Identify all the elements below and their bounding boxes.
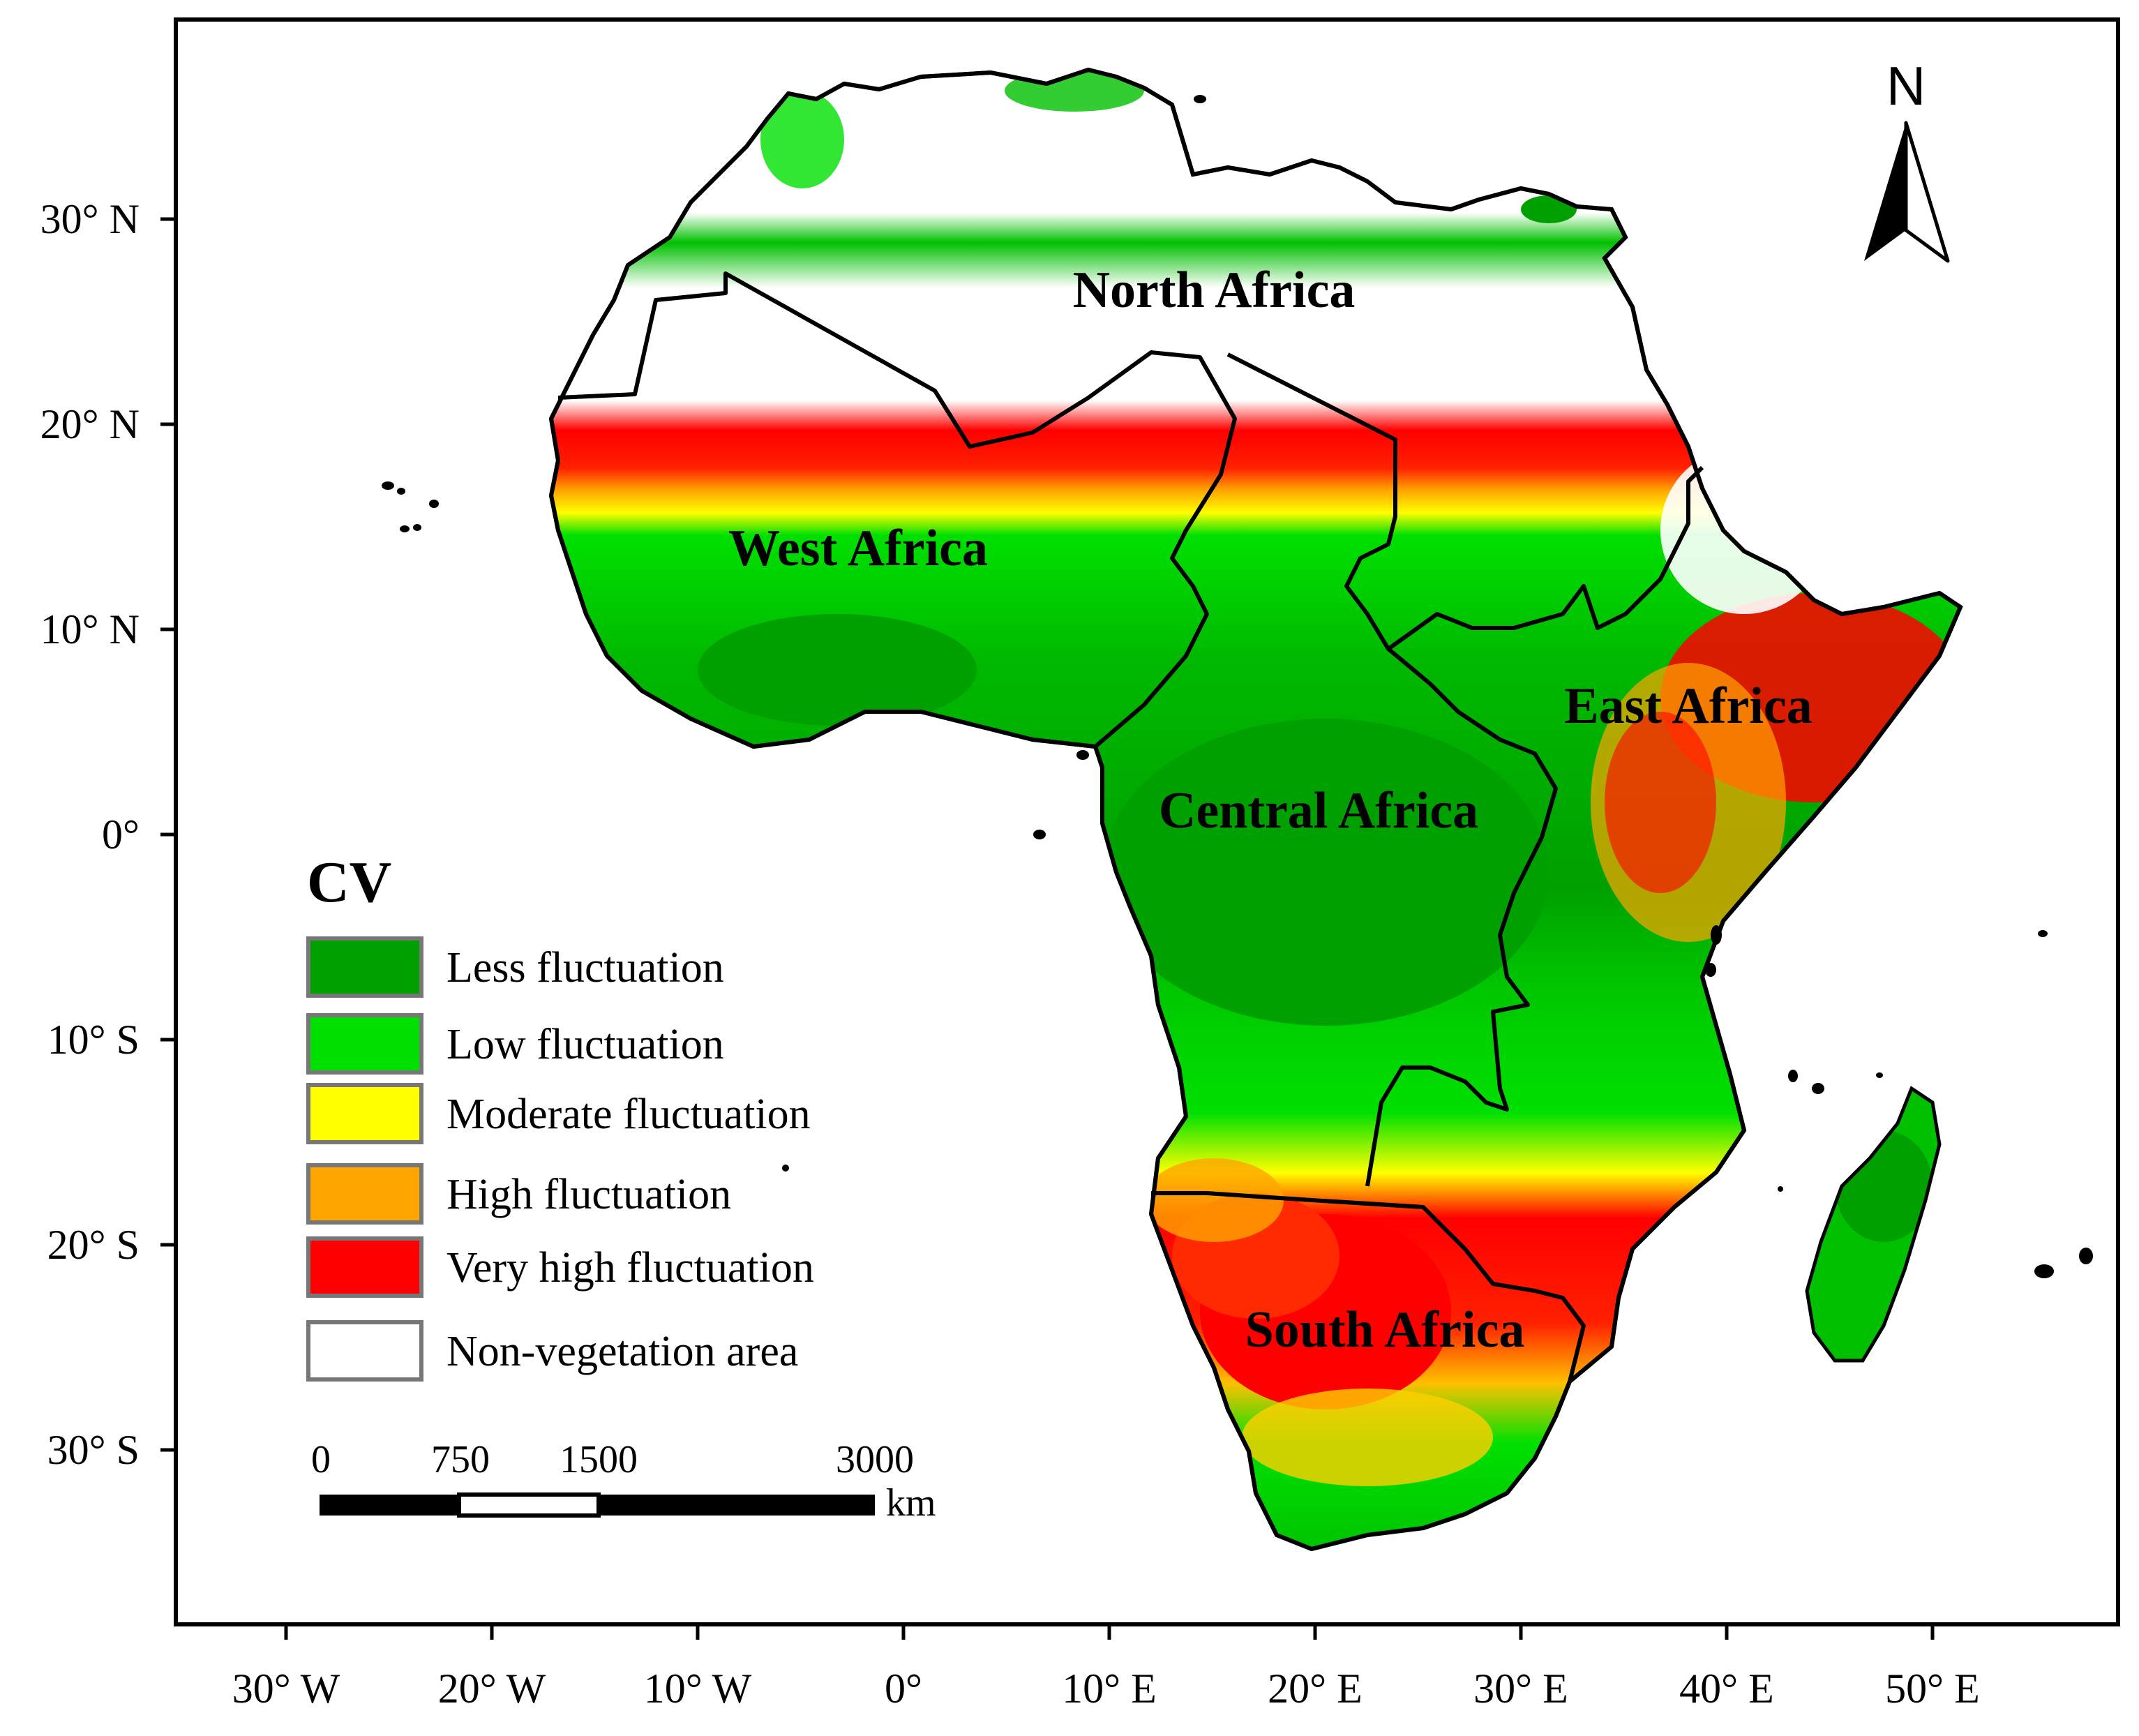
legend-label: Low fluctuation [446,1021,724,1068]
scale-label-3000: 3000 [836,1438,914,1481]
x-tick-label: 30° W [232,1666,340,1712]
africa-coastline [549,68,1962,1551]
islands [382,95,2093,1278]
y-tick-label: 10° N [40,606,140,652]
x-tick-label: 50° E [1885,1666,1980,1712]
north-arrow-icon: N [1864,55,1950,263]
scale-segment-2 [457,1492,601,1518]
legend-swatch [306,1083,423,1144]
legend-title: CV [307,850,391,915]
region-label-west-africa: West Africa [728,520,988,577]
scale-label-750: 750 [431,1438,490,1481]
x-tick-label: 10° W [644,1666,752,1712]
x-tick-label: 20° E [1268,1666,1363,1712]
x-axis: 30° W 20° W 10° W 0° 10° E 20° E 30° E 40° E 50°… [232,1624,1980,1712]
scale-unit: km [886,1481,936,1525]
legend-swatch [306,1320,423,1382]
legend-label: Moderate fluctuation [446,1091,811,1138]
x-tick-label: 20° W [438,1666,546,1712]
x-tick-label: 10° E [1062,1666,1157,1712]
region-label-central-africa: Central Africa [1159,782,1478,839]
y-tick-label: 10° S [47,1017,140,1063]
region-label-north-africa: North Africa [1073,262,1356,319]
y-tick-label: 30° S [47,1427,140,1473]
legend-swatch [306,1163,423,1225]
x-tick-label: 0° [885,1666,922,1712]
y-tick-label: 30° N [40,196,140,242]
legend-label: High fluctuation [446,1171,731,1218]
y-tick-label: 0° [102,811,140,858]
legend-label: Less fluctuation [446,944,724,992]
border-south [1151,1191,1586,1382]
legend-swatch [306,1013,423,1075]
scale-segment-1 [320,1495,459,1516]
region-labels: North Africa West Africa Central Africa … [728,262,1812,1359]
x-tick-label: 40° E [1679,1666,1774,1712]
border-north-west [557,271,1237,749]
legend-swatch [306,936,423,998]
legend-label: Non-vegetation area [446,1328,798,1375]
north-label: N [1886,55,1926,117]
region-label-south-africa: South Africa [1245,1301,1525,1359]
scale-label-1500: 1500 [560,1438,638,1481]
y-tick-label: 20° N [40,401,140,447]
y-tick-label: 20° S [47,1222,140,1268]
scale-segment-3 [599,1495,875,1516]
x-tick-label: 30° E [1473,1666,1568,1712]
region-label-east-africa: East Africa [1564,678,1812,735]
legend: CV Less fluctuation Low fluctuation Modera… [306,850,814,1382]
border-north-east [1226,352,1704,651]
scale-bar: 0 750 1500 3000 km [311,1438,936,1525]
scale-label-0: 0 [311,1438,331,1481]
legend-swatch [306,1236,423,1298]
border-central-east [1365,647,1558,1187]
congo-basin-zone [1102,719,1549,1026]
y-axis: 30° N 20° N 10° N 0° 10° S 20° S 30° S [40,196,176,1473]
legend-label: Very high fluctuation [446,1244,814,1292]
region-borders [557,271,1704,1382]
